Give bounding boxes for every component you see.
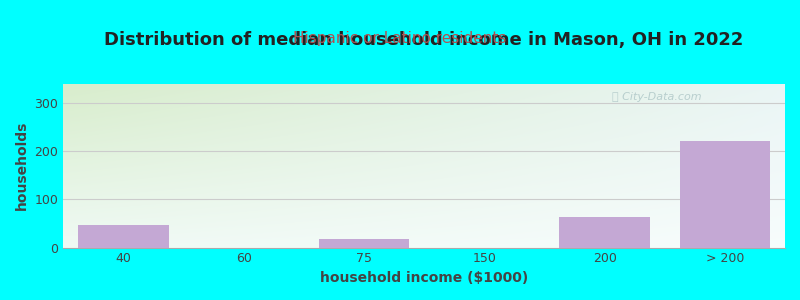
Y-axis label: households: households (15, 121, 29, 211)
Bar (680, 141, 770, 248)
Bar (78, 225, 169, 248)
Bar (559, 217, 650, 247)
Bar (319, 239, 409, 247)
Text: Ⓣ City-Data.com: Ⓣ City-Data.com (612, 92, 702, 102)
Title: Distribution of median household income in Mason, OH in 2022: Distribution of median household income … (105, 31, 744, 49)
Text: Hispanic or Latino residents: Hispanic or Latino residents (294, 32, 506, 46)
X-axis label: household income ($1000): household income ($1000) (320, 271, 528, 285)
